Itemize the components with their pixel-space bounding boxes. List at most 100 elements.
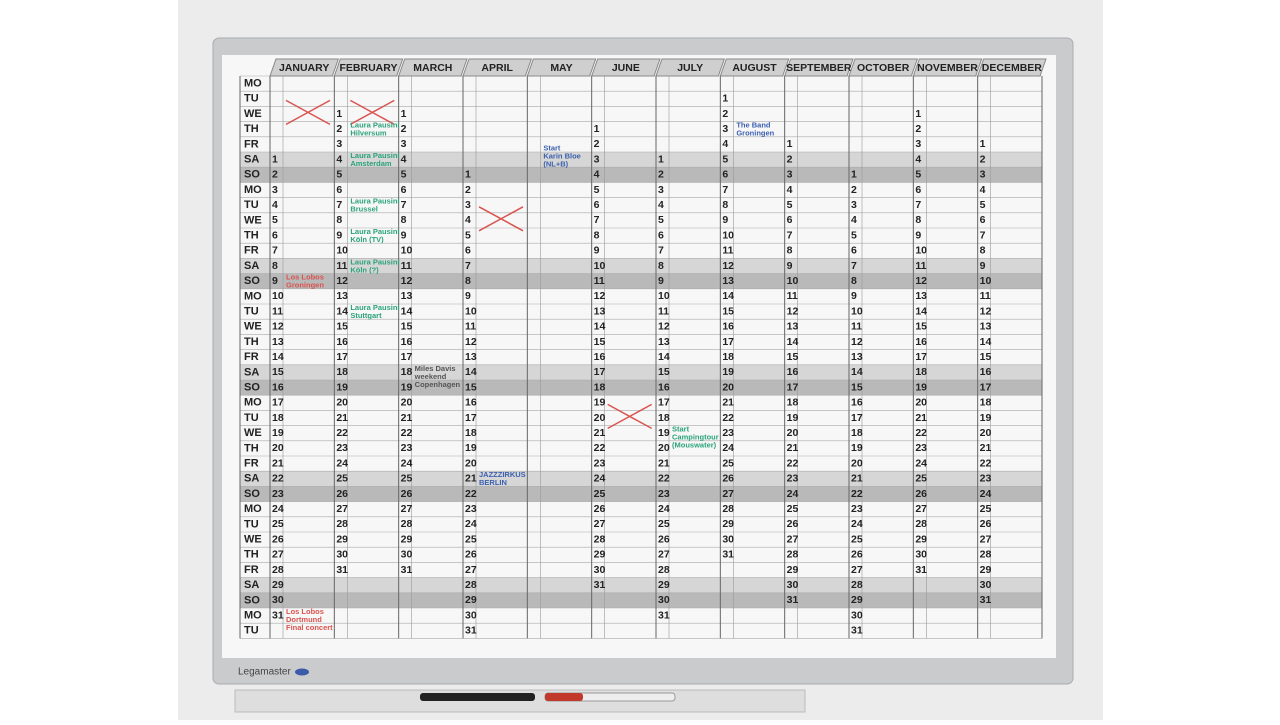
day-number: 30	[272, 594, 284, 606]
day-number: 31	[594, 579, 606, 591]
day-number: 23	[980, 473, 992, 485]
day-number: 10	[851, 305, 863, 317]
day-number: 6	[851, 245, 857, 257]
day-number: 20	[658, 442, 670, 454]
day-number: 19	[658, 427, 670, 439]
day-number: 21	[272, 457, 284, 469]
day-number: 30	[658, 594, 670, 606]
month-tab	[655, 58, 726, 77]
weekday-label: SA	[244, 579, 259, 591]
day-number: 25	[465, 533, 477, 545]
day-number: 1	[336, 108, 342, 120]
day-number: 11	[915, 260, 926, 272]
day-number: 13	[594, 305, 606, 317]
weekday-label: WE	[244, 427, 262, 439]
day-number: 5	[272, 214, 278, 226]
day-number: 20	[980, 427, 992, 439]
note-text: Laura Pausini	[350, 303, 399, 312]
day-number: 2	[465, 184, 471, 196]
day-number: 10	[401, 245, 413, 257]
day-number: 18	[915, 366, 927, 378]
day-number: 5	[401, 169, 407, 181]
day-number: 2	[722, 108, 728, 120]
day-number: 17	[915, 351, 927, 363]
cross-mark	[285, 99, 331, 126]
day-number: 22	[915, 427, 927, 439]
day-number: 10	[722, 229, 734, 241]
weekend-row	[240, 486, 1042, 502]
day-number: 8	[594, 229, 600, 241]
note-text: Los Lobos	[286, 273, 324, 282]
month-name: SEPTEMBER	[786, 62, 852, 74]
weekday-label: WE	[244, 321, 262, 333]
day-number: 18	[594, 381, 606, 393]
day-number: 28	[915, 518, 927, 530]
day-number: 15	[594, 336, 606, 348]
weekday-label: SO	[244, 275, 260, 287]
day-number: 16	[851, 397, 863, 409]
day-number: 3	[594, 153, 600, 165]
day-number: 10	[272, 290, 284, 302]
day-number: 8	[401, 214, 407, 226]
note-text: Los Lobos	[286, 607, 324, 616]
day-number: 30	[465, 609, 477, 621]
day-number: 22	[272, 473, 284, 485]
day-number: 7	[851, 260, 857, 272]
day-number: 5	[336, 169, 342, 181]
day-number: 15	[915, 321, 927, 333]
weekday-label: SA	[244, 473, 259, 485]
day-number: 4	[594, 169, 600, 181]
day-number: 17	[272, 397, 284, 409]
month-tab	[526, 58, 597, 77]
day-number: 25	[594, 488, 606, 500]
month-tab	[397, 58, 468, 77]
day-number: 1	[851, 169, 857, 181]
day-number: 22	[787, 457, 799, 469]
day-number: 30	[336, 549, 348, 561]
day-number: 27	[851, 564, 863, 576]
day-number: 29	[401, 533, 413, 545]
day-number: 27	[594, 518, 606, 530]
day-number: 6	[336, 184, 342, 196]
month-tab	[590, 58, 661, 77]
day-number: 6	[915, 184, 921, 196]
day-number: 19	[594, 397, 606, 409]
day-number: 11	[851, 321, 862, 333]
note-text: Hilversum	[350, 129, 387, 138]
month-tab	[976, 58, 1047, 77]
weekday-label: SO	[244, 488, 260, 500]
day-number: 28	[722, 503, 734, 515]
day-number: 18	[465, 427, 477, 439]
day-number: 22	[594, 442, 606, 454]
day-number: 30	[401, 549, 413, 561]
day-number: 8	[336, 214, 342, 226]
day-number: 5	[722, 153, 728, 165]
day-number: 23	[594, 457, 606, 469]
day-number: 6	[722, 169, 728, 181]
day-number: 23	[851, 503, 863, 515]
day-number: 29	[594, 549, 606, 561]
day-number: 13	[851, 351, 863, 363]
weekday-label: FR	[244, 245, 259, 257]
note-text: weekend	[414, 372, 447, 381]
day-number: 9	[401, 229, 407, 241]
day-number: 21	[851, 473, 863, 485]
day-number: 1	[272, 153, 278, 165]
day-number: 17	[336, 351, 348, 363]
weekday-label: TH	[244, 442, 259, 454]
day-number: 18	[272, 412, 284, 424]
day-number: 16	[658, 381, 670, 393]
note-text: Start	[543, 143, 561, 152]
day-number: 6	[980, 214, 986, 226]
day-number: 27	[980, 533, 992, 545]
day-number: 30	[787, 579, 799, 591]
day-number: 22	[401, 427, 413, 439]
day-number: 1	[787, 138, 793, 150]
day-number: 27	[787, 533, 799, 545]
day-number: 1	[915, 108, 921, 120]
day-number: 31	[722, 549, 734, 561]
day-number: 23	[272, 488, 284, 500]
day-number: 27	[722, 488, 734, 500]
day-number: 9	[722, 214, 728, 226]
